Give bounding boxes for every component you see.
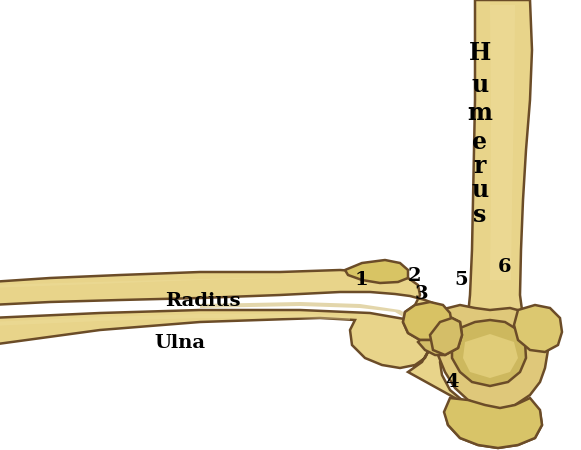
Text: 6: 6 bbox=[497, 258, 511, 276]
Polygon shape bbox=[345, 260, 408, 283]
Polygon shape bbox=[0, 276, 412, 288]
Text: Radius: Radius bbox=[166, 292, 241, 310]
Text: r: r bbox=[474, 153, 486, 178]
Polygon shape bbox=[463, 334, 518, 378]
Polygon shape bbox=[200, 302, 410, 318]
Text: s: s bbox=[473, 203, 487, 227]
Text: u: u bbox=[471, 178, 489, 202]
Polygon shape bbox=[418, 318, 462, 355]
Text: u: u bbox=[471, 72, 489, 97]
Polygon shape bbox=[403, 302, 452, 340]
Text: 2: 2 bbox=[408, 267, 422, 285]
Text: 3: 3 bbox=[415, 285, 429, 303]
Polygon shape bbox=[437, 305, 548, 410]
Text: Ulna: Ulna bbox=[155, 334, 206, 352]
Text: 4: 4 bbox=[445, 373, 459, 391]
Text: m: m bbox=[468, 101, 492, 126]
Text: e: e bbox=[472, 130, 487, 154]
Polygon shape bbox=[444, 398, 542, 448]
Polygon shape bbox=[0, 270, 452, 340]
Polygon shape bbox=[0, 314, 350, 326]
Polygon shape bbox=[490, 5, 515, 280]
Polygon shape bbox=[468, 0, 532, 338]
Polygon shape bbox=[0, 310, 542, 448]
Polygon shape bbox=[452, 320, 526, 386]
Text: H: H bbox=[469, 41, 491, 65]
Polygon shape bbox=[430, 318, 462, 355]
Text: 1: 1 bbox=[354, 271, 368, 289]
Polygon shape bbox=[514, 305, 562, 352]
Text: 5: 5 bbox=[454, 271, 468, 289]
